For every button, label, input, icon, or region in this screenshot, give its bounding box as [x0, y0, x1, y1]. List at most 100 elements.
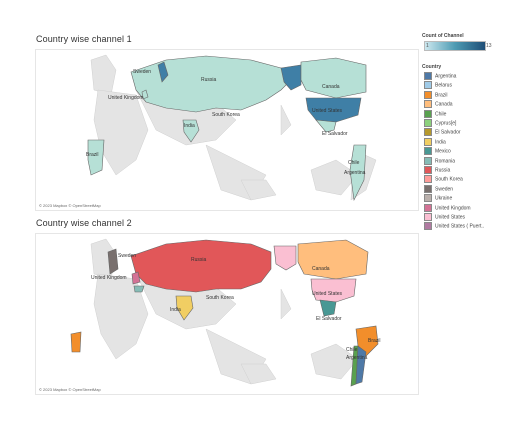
channel-1-countries — [87, 55, 367, 202]
label-el-salvador: El Salvador — [322, 131, 348, 137]
legend-swatch — [424, 90, 432, 99]
legend-swatch — [424, 128, 432, 137]
legend-label: United States ( Puert.. — [435, 223, 485, 230]
label-canada-2: Canada — [312, 266, 330, 272]
legend-item[interactable]: Belarus — [424, 81, 452, 90]
country-canada-2 — [297, 239, 369, 280]
country-sweden-2 — [107, 248, 119, 275]
legend-swatch — [424, 166, 432, 174]
country-india-1 — [182, 119, 200, 143]
legend-label: United States — [435, 214, 466, 221]
legend-item[interactable]: Cyprus[e] — [424, 119, 456, 127]
country-canada-1 — [300, 57, 367, 99]
country-brazil-1 — [87, 139, 105, 176]
legend-swatch — [424, 109, 432, 118]
legend-label: Cyprus[e] — [435, 120, 457, 127]
label-argentina-2: Argentina — [346, 355, 368, 361]
legend-label: India — [435, 139, 446, 146]
country-chile-argentina-1 — [349, 144, 367, 202]
legend-swatch — [424, 100, 432, 109]
legend-item[interactable]: Brazil — [424, 90, 448, 99]
legend-item[interactable]: Romania — [424, 156, 456, 165]
map-channel-1[interactable]: Sweden Russia United Kingdom Canada Unit… — [35, 49, 419, 211]
label-chile-2: Chile — [346, 347, 358, 353]
legend-swatch — [424, 203, 432, 212]
country-mexico-1 — [315, 119, 337, 133]
legend-swatch — [424, 72, 432, 80]
country-uk-2 — [131, 271, 141, 285]
map-channel-2[interactable]: Sweden Russia United Kingdom Canada Unit… — [35, 233, 419, 395]
legend-swatch — [424, 137, 432, 146]
map-attribution-1: © 2023 Mapbox © OpenStreetMap — [39, 203, 101, 208]
legend-item[interactable]: India — [424, 137, 446, 146]
label-south-korea-2: South Korea — [206, 295, 234, 301]
label-argentina: Argentina — [344, 170, 366, 176]
label-india: India — [184, 123, 195, 129]
label-sweden: Sweden — [133, 69, 152, 75]
sheet-title-channel-2: Country wise channel 2 — [36, 218, 132, 228]
label-el-salvador-2: El Salvador — [316, 316, 342, 322]
map-attribution-2: © 2023 Mapbox © OpenStreetMap — [39, 387, 101, 392]
map-channel-1-canvas — [87, 54, 377, 202]
label-russia: Russia — [201, 77, 217, 83]
legend-label: Mexico — [435, 148, 451, 155]
legend-country-title: Country — [422, 64, 442, 70]
label-india-2: India — [170, 307, 181, 313]
legend-item[interactable]: United Kingdom — [424, 203, 471, 212]
count-color-bar[interactable] — [424, 41, 486, 51]
map-channel-2-canvas — [70, 238, 379, 387]
legend-label: Belarus — [435, 82, 452, 89]
legend-item[interactable]: Ukraine — [424, 194, 453, 203]
legend-swatch — [424, 213, 432, 221]
legend-item[interactable]: Mexico — [424, 147, 451, 156]
legend-count-title: Count of Channel — [422, 33, 464, 39]
legend-label: Argentina — [435, 73, 457, 80]
label-brazil: Brazil — [86, 152, 99, 158]
legend-item[interactable]: Chile — [424, 109, 447, 118]
country-argentina-2 — [355, 345, 367, 385]
legend-label: Canada — [435, 101, 453, 108]
legend-item[interactable]: Russia — [424, 166, 450, 174]
legend-swatch — [424, 156, 432, 165]
country-alaska-2 — [273, 245, 297, 271]
legend-label: Chile — [435, 110, 447, 117]
country-mexico-2 — [319, 299, 337, 317]
legend-swatch — [424, 184, 432, 193]
country-russia-1 — [130, 55, 292, 113]
legend-item[interactable]: United States ( Puert.. — [424, 222, 485, 231]
label-brazil-2: Brazil — [368, 338, 381, 344]
legend-label: Romania — [435, 157, 456, 164]
legend-label: Brazil — [435, 92, 448, 99]
legend-label: South Korea — [435, 176, 463, 183]
channel-2-countries — [70, 239, 379, 387]
label-canada: Canada — [322, 84, 340, 90]
legend-swatch — [424, 222, 432, 231]
legend-item[interactable]: Sweden — [424, 184, 454, 193]
legend-item[interactable]: Canada — [424, 100, 453, 109]
legend-item[interactable]: South Korea — [424, 175, 463, 184]
label-russia-2: Russia — [191, 257, 207, 263]
legend-item[interactable]: Argentina — [424, 72, 456, 80]
count-max: 13 — [486, 43, 492, 49]
legend-swatch — [424, 194, 432, 203]
label-united-kingdom: United Kingdom — [108, 95, 144, 101]
label-chile: Chile — [348, 160, 360, 166]
count-min: 1 — [426, 43, 429, 49]
legend-label: Ukraine — [435, 195, 453, 202]
legend-swatch — [424, 119, 432, 127]
legend-label: Sweden — [435, 186, 454, 193]
country-india-2 — [175, 295, 194, 321]
label-south-korea: South Korea — [212, 112, 240, 118]
label-united-states-2: United States — [312, 291, 343, 297]
country-brazil-2-west — [70, 331, 82, 353]
legend-label: El Salvador — [435, 129, 461, 136]
country-romania-2 — [133, 285, 145, 293]
legend-item[interactable]: United States — [424, 213, 465, 221]
country-sweden-1 — [157, 61, 169, 83]
sheet-title-channel-1: Country wise channel 1 — [36, 34, 132, 44]
legend-swatch — [424, 147, 432, 156]
legend-item[interactable]: El Salvador — [424, 128, 461, 137]
country-uk-1 — [141, 89, 149, 100]
legend-swatch — [424, 81, 432, 90]
country-alaska-1 — [280, 64, 302, 91]
